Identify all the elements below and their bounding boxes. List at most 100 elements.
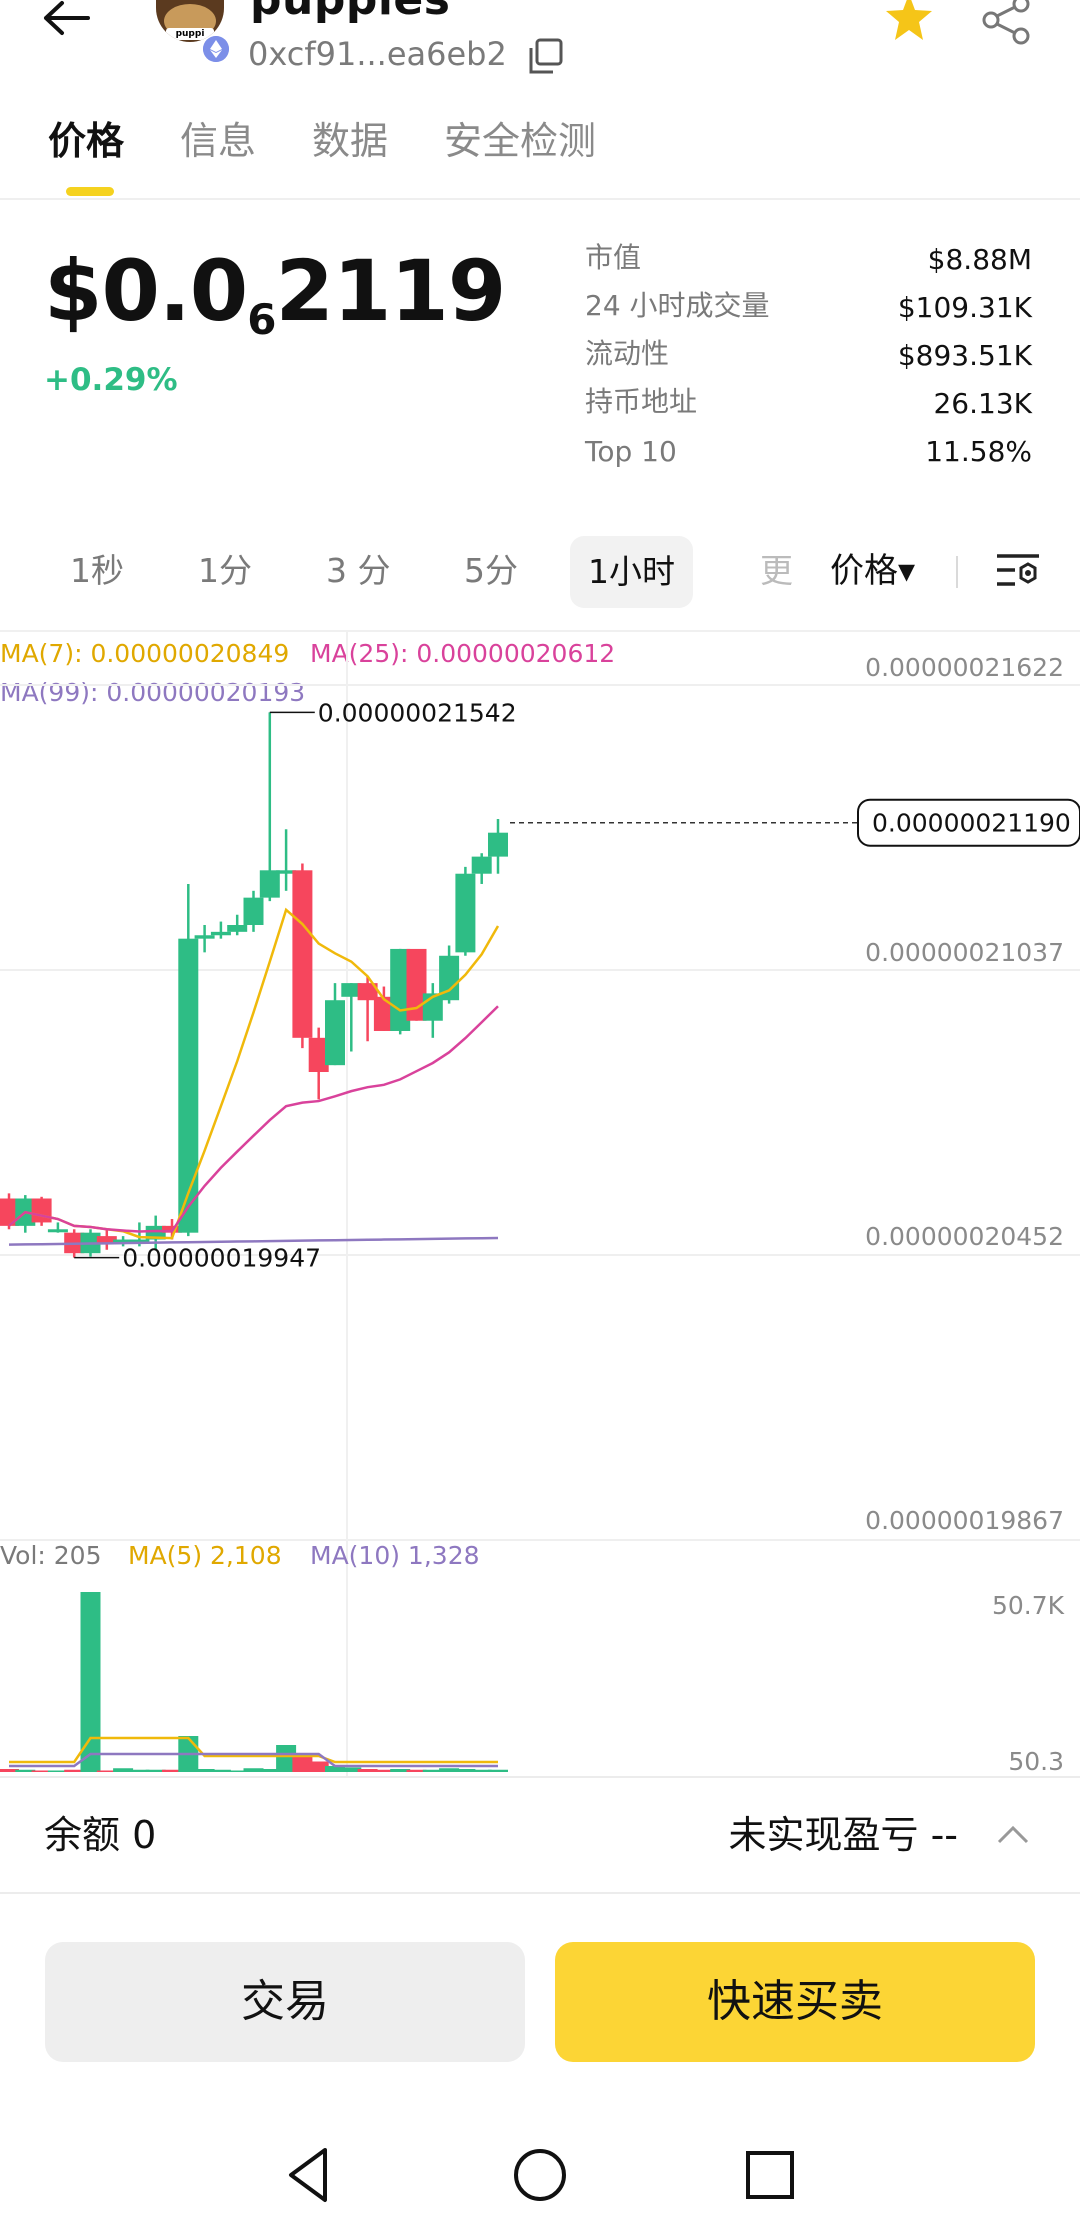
volume-bar [292,1757,313,1772]
stat-label-holders: 持币地址 [585,385,698,418]
price-mode-dropdown[interactable]: 价格▾ [830,551,916,591]
tab-security[interactable]: 安全检测 [444,119,597,163]
candle-body [325,1000,345,1066]
candle-body [113,1239,134,1243]
candle-body [145,1225,166,1240]
volume-bar [15,1769,36,1772]
candle-body [259,870,280,898]
volume-bar [210,1769,231,1772]
favorite-star-icon[interactable] [880,0,938,44]
volume-bar [0,1769,19,1772]
quick-trade-button[interactable]: 快速买卖 [555,1942,1035,2062]
unrealized-pnl: 未实现盈亏 -- [728,1813,958,1857]
volume-bar [308,1761,329,1772]
candle-body [96,1236,117,1243]
stat-label-volume: 24 小时成交量 [585,289,770,322]
volume-bar [455,1769,476,1772]
interval-5m[interactable]: 5分 [464,551,518,590]
high-price-label: 0.00000021542 [318,698,517,727]
y-axis-tick: 0.00000021037 [865,938,1064,967]
low-price-label: 0.00000019947 [122,1244,321,1273]
chevron-up-icon[interactable] [993,1820,1033,1850]
volume-ma10-legend: MA(10) 1,328 [310,1541,480,1570]
volume-bar [129,1769,150,1772]
candle-body [0,1198,19,1226]
nav-back-icon[interactable] [275,2140,345,2210]
share-icon[interactable] [975,0,1035,46]
y-axis-tick: 0.00000020452 [865,1222,1064,1251]
volume-bar [162,1769,182,1772]
trade-button[interactable]: 交易 [45,1942,525,2062]
volume-bar [325,1766,345,1772]
token-name: puppies [250,0,450,22]
volume-bar [341,1767,362,1772]
candle-body [308,1037,329,1073]
volume-legend: Vol: 205 [0,1541,102,1570]
tab-data[interactable]: 数据 [312,119,389,163]
candlestick-chart[interactable]: 0.00000021542 0.00000019947 0.00000021190 [0,632,1080,1776]
divider [0,1892,1080,1894]
candle-body [455,873,476,953]
volume-bar [227,1770,248,1772]
interval-1m[interactable]: 1分 [198,551,252,590]
candle-body [227,925,248,932]
current-price: $0.062119 [44,242,506,344]
volume-bar [357,1769,378,1772]
candle-body [276,870,297,874]
ma7-legend: MA(7): 0.00000020849 [0,639,290,668]
volume-bar [373,1769,394,1772]
divider [956,556,958,588]
candle-body [194,935,215,939]
stat-value-volume: $109.31K [897,291,1032,324]
contract-address: 0xcf91...ea6eb2 [248,35,507,73]
candle-body [31,1198,52,1223]
candle-body [178,938,199,1233]
last-price-label: 0.00000021190 [872,809,1071,838]
interval-1s[interactable]: 1秒 [70,551,124,590]
volume-ma10-line [9,1752,498,1768]
volume-bar [422,1769,443,1772]
tab-info[interactable]: 信息 [180,119,257,163]
copy-icon[interactable] [525,36,565,76]
ma99-legend: MA(99): 0.00000020193 [0,678,306,707]
volume-bar [47,1770,68,1772]
y-axis-tick: 0.00000021622 [865,653,1064,682]
divider [0,198,1080,200]
stat-label-liquidity: 流动性 [585,337,670,370]
volume-bar [471,1769,492,1772]
volume-bar [243,1768,264,1772]
volume-ma5-line [9,1736,498,1764]
volume-bar [406,1769,427,1772]
tab-price[interactable]: 价格 [48,119,125,163]
last-price-box [857,798,1080,847]
chart-settings-icon[interactable] [995,548,1043,594]
candle-body [210,931,231,936]
avatar-tag: puppi [166,28,214,40]
stat-value-liquidity: $893.51K [897,339,1032,372]
ma99-line [8,1236,499,1246]
candle-body [488,832,508,857]
volume-bar [276,1745,297,1772]
volume-bar [488,1769,508,1772]
stat-label-market-cap: 市值 [585,241,642,274]
candle-body [292,870,313,1038]
balance: 余额 0 [44,1813,157,1857]
back-arrow-icon[interactable] [38,0,98,40]
divider [0,1776,1080,1778]
ethereum-icon [203,36,229,62]
stat-value-market-cap: $8.88M [927,243,1032,276]
volume-bar [194,1769,215,1772]
volume-bar [80,1592,101,1772]
nav-recents-icon[interactable] [735,2140,805,2210]
volume-axis-tick: 50.3 [1008,1747,1064,1776]
interval-1h[interactable]: 1小时 [570,536,693,608]
candle-body [439,955,460,1001]
candle-body [129,1239,150,1243]
candle-body [373,996,394,1031]
volume-bar [113,1768,134,1772]
interval-more[interactable]: 更 [760,551,793,590]
volume-bar [64,1769,85,1772]
interval-3m[interactable]: 3 分 [326,551,391,590]
stat-value-holders: 26.13K [933,387,1032,420]
nav-home-icon[interactable] [505,2140,575,2210]
